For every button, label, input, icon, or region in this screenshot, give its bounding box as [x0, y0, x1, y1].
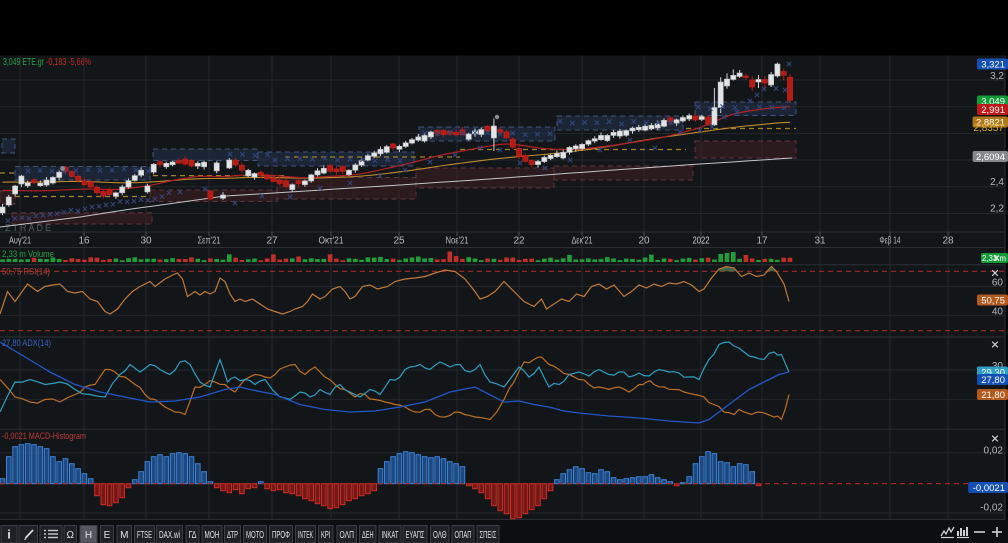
svg-text:Φεβ 14: Φεβ 14: [880, 236, 901, 247]
svg-text:50,75: 50,75: [981, 296, 1005, 307]
svg-text:16: 16: [78, 236, 90, 247]
svg-text:FTSE: FTSE: [137, 530, 152, 541]
svg-text:Ω: Ω: [67, 530, 75, 541]
svg-text:ΕΥΑΠΣ: ΕΥΑΠΣ: [406, 530, 425, 541]
svg-text:3,049: 3,049: [981, 97, 1005, 108]
svg-text:3,321: 3,321: [981, 60, 1005, 71]
svg-text:Ε: Ε: [104, 530, 111, 541]
svg-text:ΣΠΕΙΣ: ΣΠΕΙΣ: [480, 530, 497, 541]
svg-text:3,2: 3,2: [990, 71, 1004, 82]
svg-text:27,80 ADX(14): 27,80 ADX(14): [2, 338, 51, 349]
svg-text:21,80: 21,80: [981, 390, 1005, 401]
svg-text:ΚΡΙ: ΚΡΙ: [321, 530, 331, 541]
svg-text:-0,0021 MACD-Histogram: -0,0021 MACD-Histogram: [2, 431, 86, 442]
svg-text:Αυγ'21: Αυγ'21: [9, 236, 31, 247]
svg-text:ΟΛΘ: ΟΛΘ: [433, 530, 447, 541]
svg-text:Σεπ'21: Σεπ'21: [198, 236, 221, 247]
svg-text:60: 60: [992, 278, 1004, 289]
svg-text:ΓΔ: ΓΔ: [189, 530, 197, 541]
svg-text:ΜΟΤΟ: ΜΟΤΟ: [246, 530, 264, 541]
svg-text:Δεκ'21: Δεκ'21: [572, 236, 593, 247]
svg-text:2,8357: 2,8357: [973, 123, 1004, 134]
svg-text:2,991: 2,991: [981, 105, 1005, 116]
svg-text:ΜΟΗ: ΜΟΗ: [205, 530, 220, 541]
svg-text:2022: 2022: [693, 236, 710, 247]
svg-text:22: 22: [513, 236, 525, 247]
svg-text:17: 17: [756, 236, 768, 247]
svg-text:i: i: [7, 528, 10, 542]
svg-text:ΙΝΚΑΤ: ΙΝΚΑΤ: [382, 530, 399, 541]
svg-text:25: 25: [393, 236, 405, 247]
svg-text:3,049 ETE.gr-0,183 -5,66%: 3,049 ETE.gr -0,183 -5,66%: [3, 56, 91, 68]
svg-text:ΔΕΗ: ΔΕΗ: [362, 530, 374, 541]
svg-text:Η: Η: [85, 530, 92, 541]
svg-text:2,8821: 2,8821: [976, 118, 1005, 129]
svg-text:27,80: 27,80: [981, 375, 1005, 386]
svg-text:ΠΡΟΦ: ΠΡΟΦ: [272, 530, 290, 541]
svg-text:ΟΠΑΠ: ΟΠΑΠ: [455, 530, 472, 541]
svg-text:ΟΛΠ: ΟΛΠ: [340, 530, 355, 541]
svg-text:28: 28: [942, 236, 954, 247]
svg-text:0,02: 0,02: [984, 446, 1004, 457]
svg-text:2,33 m: 2,33 m: [982, 253, 1006, 263]
svg-text:30: 30: [140, 236, 152, 247]
svg-text:2,6094: 2,6094: [976, 152, 1005, 163]
svg-text:31: 31: [814, 236, 826, 247]
svg-text:Οκτ'21: Οκτ'21: [319, 236, 344, 247]
svg-text:ZTRADE: ZTRADE: [5, 223, 53, 233]
svg-text:2,2: 2,2: [990, 204, 1004, 215]
svg-text:2,4: 2,4: [990, 177, 1004, 188]
svg-text:Μ: Μ: [120, 530, 128, 541]
svg-text:50,75 RSI(14): 50,75 RSI(14): [2, 267, 50, 278]
svg-text:20: 20: [638, 236, 650, 247]
svg-text:ΙΝΤΕΚ: ΙΝΤΕΚ: [298, 530, 313, 541]
svg-text:2,33 m Volume: 2,33 m Volume: [2, 249, 54, 260]
svg-text:DAX.wi: DAX.wi: [159, 530, 180, 541]
svg-text:-0,0021: -0,0021: [973, 483, 1005, 494]
svg-text:29,30: 29,30: [981, 368, 1005, 379]
svg-text:27: 27: [266, 236, 278, 247]
svg-text:ΔΤΡ: ΔΤΡ: [227, 530, 238, 541]
svg-text:40: 40: [992, 307, 1004, 318]
svg-text:Νοε'21: Νοε'21: [446, 236, 469, 247]
svg-text:-0,02: -0,02: [980, 503, 1003, 514]
